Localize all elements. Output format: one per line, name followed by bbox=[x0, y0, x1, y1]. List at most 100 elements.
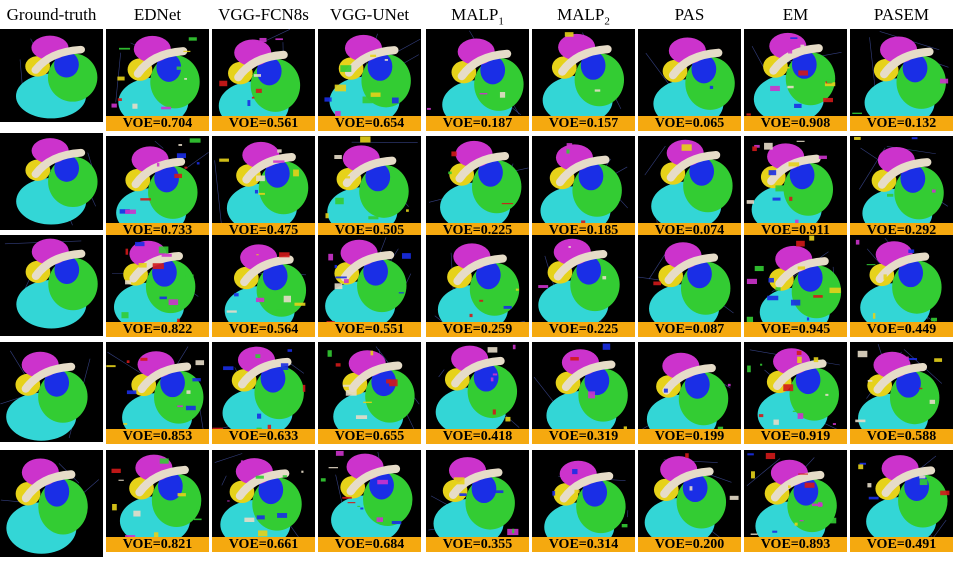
column-header-label: EM bbox=[782, 5, 809, 24]
voe-label: VOE=0.199 bbox=[638, 429, 741, 444]
segmentation-render: VOE=0.661 bbox=[212, 450, 315, 552]
heart-render-image bbox=[214, 453, 304, 549]
segmentation-render: VOE=0.319 bbox=[532, 342, 635, 444]
segmentation-render: VOE=0.911 bbox=[744, 136, 847, 238]
segmentation-render: VOE=0.200 bbox=[638, 450, 741, 552]
segmentation-render: VOE=0.074 bbox=[638, 136, 741, 238]
voe-label: VOE=0.065 bbox=[638, 116, 741, 131]
column-header-subscript: 1 bbox=[498, 15, 504, 28]
voe-label: VOE=0.505 bbox=[318, 223, 421, 238]
segmentation-render: VOE=0.551 bbox=[318, 235, 421, 337]
voe-label: VOE=0.821 bbox=[106, 537, 209, 552]
heart-render-image bbox=[111, 240, 199, 334]
segmentation-render: VOE=0.633 bbox=[212, 342, 315, 444]
segmentation-render: VOE=0.491 bbox=[850, 450, 953, 552]
voe-label: VOE=0.911 bbox=[744, 223, 847, 238]
voe-label: VOE=0.564 bbox=[212, 322, 315, 337]
segmentation-render: VOE=0.654 bbox=[318, 29, 421, 131]
heart-render-image bbox=[15, 35, 98, 119]
column-header: MALP2 bbox=[529, 2, 638, 28]
voe-label: VOE=0.292 bbox=[850, 223, 953, 238]
column-header-label: PAS bbox=[674, 5, 705, 24]
segmentation-render: VOE=0.655 bbox=[318, 342, 421, 444]
voe-label: VOE=0.908 bbox=[744, 116, 847, 131]
column-header-label: Ground-truth bbox=[6, 5, 97, 24]
column-header-label: MALP bbox=[557, 5, 605, 24]
voe-label: VOE=0.919 bbox=[744, 429, 847, 444]
column-header: VGG-FCN8s bbox=[209, 2, 318, 28]
voe-label: VOE=0.225 bbox=[426, 223, 529, 238]
heart-render-image bbox=[435, 344, 520, 437]
voe-label: VOE=0.185 bbox=[532, 223, 635, 238]
heart-render-image bbox=[325, 237, 412, 331]
segmentation-render: VOE=0.199 bbox=[638, 342, 741, 444]
segmentation-render: VOE=0.893 bbox=[744, 450, 847, 552]
column-header: Ground-truth bbox=[0, 2, 106, 28]
voe-label: VOE=0.491 bbox=[850, 537, 953, 552]
heart-render-image bbox=[533, 343, 628, 441]
segmentation-render: VOE=0.355 bbox=[426, 450, 529, 552]
column-header: PAS bbox=[635, 2, 744, 28]
column-header: EDNet bbox=[103, 2, 212, 28]
ground-truth-render bbox=[0, 29, 103, 122]
voe-label: VOE=0.314 bbox=[532, 537, 635, 552]
heart-render-image bbox=[111, 454, 202, 546]
segmentation-render: VOE=0.821 bbox=[106, 450, 209, 552]
voe-label: VOE=0.187 bbox=[426, 116, 529, 131]
voe-label: VOE=0.200 bbox=[638, 537, 741, 552]
segmentation-render: VOE=0.259 bbox=[426, 235, 529, 337]
column-header-label: VGG-FCN8s bbox=[218, 5, 309, 24]
heart-render-image bbox=[538, 238, 620, 337]
voe-label: VOE=0.684 bbox=[318, 537, 421, 552]
segmentation-render: VOE=0.853 bbox=[106, 342, 209, 444]
segmentation-render: VOE=0.908 bbox=[744, 29, 847, 131]
heart-render-image bbox=[852, 31, 949, 128]
column-header-label: PASEM bbox=[873, 5, 930, 24]
segmentation-render: VOE=0.919 bbox=[744, 342, 847, 444]
segmentation-render: VOE=0.225 bbox=[532, 235, 635, 337]
segmentation-render: VOE=0.505 bbox=[318, 136, 421, 238]
segmentation-render: VOE=0.292 bbox=[850, 136, 953, 238]
segmentation-render: VOE=0.945 bbox=[744, 235, 847, 337]
heart-render-image bbox=[542, 32, 625, 125]
heart-render-image bbox=[324, 33, 421, 126]
segmentation-render: VOE=0.157 bbox=[532, 29, 635, 131]
heart-render-image bbox=[746, 235, 842, 337]
voe-label: VOE=0.822 bbox=[106, 322, 209, 337]
ground-truth-render bbox=[0, 342, 103, 442]
voe-label: VOE=0.132 bbox=[850, 116, 953, 131]
heart-render-image bbox=[214, 141, 315, 233]
voe-label: VOE=0.551 bbox=[318, 322, 421, 337]
segmentation-render: VOE=0.225 bbox=[426, 136, 529, 238]
segmentation-render: VOE=0.704 bbox=[106, 29, 209, 131]
voe-label: VOE=0.704 bbox=[106, 116, 209, 131]
heart-render-image bbox=[212, 346, 306, 438]
voe-label: VOE=0.588 bbox=[850, 429, 953, 444]
heart-render-image bbox=[638, 242, 734, 334]
voe-label: VOE=0.654 bbox=[318, 116, 421, 131]
segmentation-render: VOE=0.418 bbox=[426, 342, 529, 444]
segmentation-render: VOE=0.087 bbox=[638, 235, 741, 337]
voe-label: VOE=0.449 bbox=[850, 322, 953, 337]
ground-truth-render bbox=[0, 450, 103, 557]
segmentation-render: VOE=0.185 bbox=[532, 136, 635, 238]
voe-label: VOE=0.633 bbox=[212, 429, 315, 444]
segmentation-render: VOE=0.733 bbox=[106, 136, 209, 238]
voe-label: VOE=0.225 bbox=[532, 322, 635, 337]
heart-render-image bbox=[855, 237, 953, 334]
voe-label: VOE=0.893 bbox=[744, 537, 847, 552]
column-header-subscript: 2 bbox=[604, 15, 610, 28]
voe-label: VOE=0.655 bbox=[318, 429, 421, 444]
heart-render-image bbox=[0, 350, 91, 441]
heart-render-image bbox=[644, 453, 739, 547]
voe-label: VOE=0.074 bbox=[638, 223, 741, 238]
column-header: EM bbox=[741, 2, 850, 28]
voe-label: VOE=0.319 bbox=[532, 429, 635, 444]
heart-render-image bbox=[327, 346, 421, 443]
segmentation-render: VOE=0.684 bbox=[318, 450, 421, 552]
voe-label: VOE=0.157 bbox=[532, 116, 635, 131]
segmentation-render: VOE=0.449 bbox=[850, 235, 953, 337]
segmentation-render: VOE=0.132 bbox=[850, 29, 953, 131]
segmentation-render: VOE=0.588 bbox=[850, 342, 953, 444]
